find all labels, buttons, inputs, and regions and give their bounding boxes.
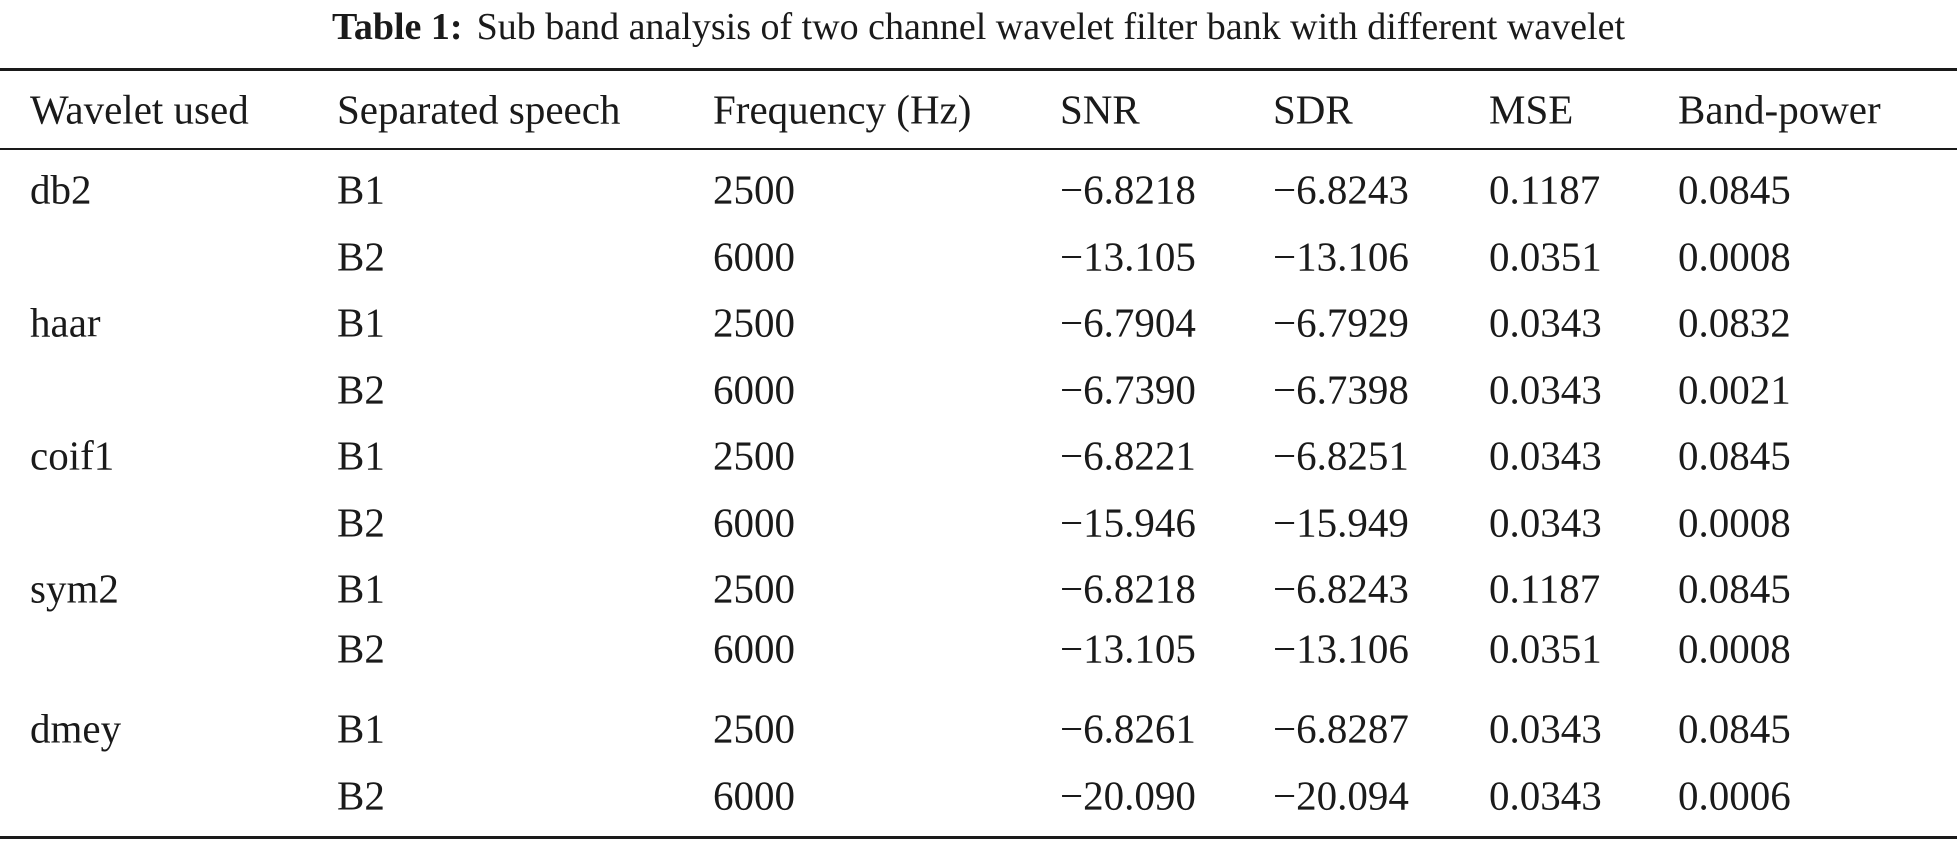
cell-mse: 0.0343	[1489, 299, 1602, 346]
cell-frequency: 6000	[713, 772, 795, 819]
header-sdr: SDR	[1273, 86, 1353, 133]
cell-mse: 0.1187	[1489, 166, 1601, 213]
cell-wavelet-used: dmey	[30, 705, 122, 752]
cell-mse: 0.0343	[1489, 772, 1602, 819]
cell-mse: 0.0343	[1489, 432, 1602, 479]
header-frequency: Frequency (Hz)	[713, 86, 972, 133]
cell-frequency: 6000	[713, 625, 795, 672]
cell-wavelet-used: coif1	[30, 432, 115, 479]
cell-band-power: 0.0845	[1678, 565, 1791, 612]
cell-sdr: −6.8243	[1273, 565, 1409, 612]
table-caption: Table 1: Sub band analysis of two channel…	[0, 4, 1957, 50]
cell-wavelet-used: db2	[30, 166, 92, 213]
cell-sdr: −6.7929	[1273, 299, 1409, 346]
cell-frequency: 6000	[713, 499, 795, 546]
cell-separated-speech: B2	[337, 233, 385, 280]
cell-sdr: −6.7398	[1273, 366, 1409, 413]
cell-wavelet-used: sym2	[30, 565, 119, 612]
cell-mse: 0.0343	[1489, 366, 1602, 413]
cell-sdr: −6.8251	[1273, 432, 1409, 479]
cell-separated-speech: B2	[337, 772, 385, 819]
cell-mse: 0.0343	[1489, 705, 1602, 752]
header-snr: SNR	[1060, 86, 1140, 133]
cell-sdr: −6.8243	[1273, 166, 1409, 213]
cell-sdr: −13.106	[1273, 233, 1409, 280]
cell-sdr: −15.949	[1273, 499, 1409, 546]
cell-snr: −6.8218	[1060, 565, 1196, 612]
header-separated-speech: Separated speech	[337, 86, 621, 133]
cell-frequency: 2500	[713, 432, 795, 479]
cell-separated-speech: B2	[337, 366, 385, 413]
cell-band-power: 0.0845	[1678, 166, 1791, 213]
cell-sdr: −13.106	[1273, 625, 1409, 672]
cell-snr: −6.8218	[1060, 166, 1196, 213]
cell-snr: −6.8261	[1060, 705, 1196, 752]
cell-band-power: 0.0008	[1678, 499, 1791, 546]
cell-frequency: 2500	[713, 565, 795, 612]
cell-separated-speech: B2	[337, 625, 385, 672]
cell-band-power: 0.0008	[1678, 233, 1791, 280]
cell-snr: −13.105	[1060, 233, 1196, 280]
cell-separated-speech: B1	[337, 166, 385, 213]
cell-frequency: 2500	[713, 299, 795, 346]
cell-mse: 0.0343	[1489, 499, 1602, 546]
cell-band-power: 0.0845	[1678, 432, 1791, 479]
cell-sdr: −6.8287	[1273, 705, 1409, 752]
cell-mse: 0.0351	[1489, 625, 1602, 672]
header-wavelet-used: Wavelet used	[30, 86, 249, 133]
cell-snr: −13.105	[1060, 625, 1196, 672]
cell-mse: 0.1187	[1489, 565, 1601, 612]
cell-band-power: 0.0832	[1678, 299, 1791, 346]
cell-band-power: 0.0006	[1678, 772, 1791, 819]
cell-snr: −6.7390	[1060, 366, 1196, 413]
cell-frequency: 6000	[713, 366, 795, 413]
cell-separated-speech: B1	[337, 299, 385, 346]
cell-sdr: −20.094	[1273, 772, 1409, 819]
cell-snr: −6.7904	[1060, 299, 1196, 346]
header-band-power: Band-power	[1678, 86, 1881, 133]
cell-frequency: 6000	[713, 233, 795, 280]
table-caption-text: Sub band analysis of two channel wavelet…	[476, 6, 1626, 48]
cell-wavelet-used: haar	[30, 299, 101, 346]
cell-separated-speech: B1	[337, 705, 385, 752]
cell-band-power: 0.0008	[1678, 625, 1791, 672]
cell-snr: −15.946	[1060, 499, 1196, 546]
cell-frequency: 2500	[713, 705, 795, 752]
cell-snr: −6.8221	[1060, 432, 1196, 479]
cell-band-power: 0.0845	[1678, 705, 1791, 752]
cell-separated-speech: B1	[337, 432, 385, 479]
table-top-rule	[0, 68, 1957, 71]
cell-frequency: 2500	[713, 166, 795, 213]
header-mse: MSE	[1489, 86, 1574, 133]
cell-separated-speech: B1	[337, 565, 385, 612]
cell-mse: 0.0351	[1489, 233, 1602, 280]
cell-snr: −20.090	[1060, 772, 1196, 819]
table-bottom-rule	[0, 836, 1957, 839]
table-header-rule	[0, 148, 1957, 150]
table-caption-label: Table 1:	[331, 6, 463, 48]
cell-band-power: 0.0021	[1678, 366, 1791, 413]
cell-separated-speech: B2	[337, 499, 385, 546]
